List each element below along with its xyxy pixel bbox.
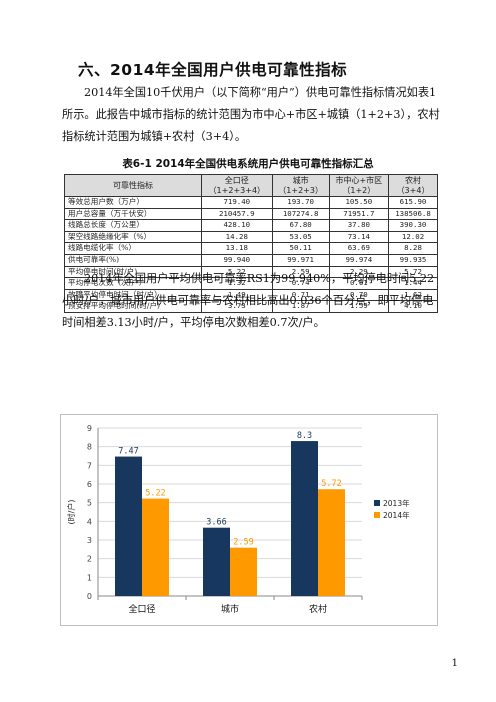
legend-label: 2014年 — [383, 510, 410, 520]
bar-series1 — [291, 441, 318, 596]
cell-value: 193.70 — [271, 196, 330, 209]
cell-value: 12.02 — [388, 230, 438, 244]
table-row: 架空线路绝缘化率（%） 14.28 53.05 73.14 12.02 — [64, 230, 438, 244]
header-city: 城市 （1+2+3） — [271, 174, 330, 197]
cell-value: 428.10 — [201, 219, 273, 232]
cell-value: 53.05 — [271, 230, 330, 244]
cell-value: 1.87 — [271, 300, 330, 313]
cell-value: 99.935 — [388, 253, 438, 267]
data-label: 5.72 — [321, 479, 341, 489]
x-tick-label: 农村 — [309, 603, 327, 615]
x-tick-label: 全口径 — [128, 603, 155, 615]
y-tick-label: 3 — [87, 536, 92, 545]
section-heading: 六、2014年全国用户供电可靠性指标 — [78, 61, 348, 79]
cell-value: 1.59 — [328, 300, 390, 313]
cell-value: 73.14 — [328, 230, 390, 244]
cell-value: 138506.8 — [388, 207, 438, 221]
bar-series1 — [203, 527, 230, 596]
y-tick-label: 6 — [87, 480, 92, 489]
summary-paragraph: 2014年全国用户平均供电可靠率RS1为99.940%，平均停电时间5.22小时… — [62, 272, 435, 329]
table-row: 线路电缆化率（%） 13.18 50.11 63.69 8.28 — [64, 242, 438, 255]
data-label: 3.66 — [206, 518, 226, 528]
cell-value: 67.80 — [271, 219, 330, 232]
cell-value: 99.974 — [328, 253, 390, 267]
cell-value: 8.28 — [388, 242, 438, 255]
cell-value: 50.11 — [271, 242, 330, 255]
row-label: 等效总用户数（万户） — [64, 196, 202, 209]
data-label: 8.3 — [297, 431, 312, 441]
row-label: 预安排平均停电时间(时/户) — [64, 300, 202, 313]
table-row: 供电可靠率(%) 99.940 99.971 99.974 99.935 — [64, 253, 438, 267]
cell-value: 105.50 — [328, 196, 390, 209]
legend-swatch — [374, 512, 380, 518]
bar-series2 — [230, 547, 257, 596]
cell-value: 71951.7 — [328, 207, 390, 221]
table-row: 预安排平均停电时间(时/户) 3.73 1.87 1.59 4.10 — [64, 300, 438, 313]
page-number: 1 — [451, 658, 458, 669]
table-row: 平均停电时间(时/户) 5.22 2.59 2.29 5.72 — [64, 265, 438, 279]
header-rural: 农村 （3+4） — [388, 174, 438, 197]
cell-value: 107274.8 — [271, 207, 330, 221]
cell-value: 210457.9 — [201, 207, 273, 221]
table-row: 线路总长度（万公里） 428.10 67.80 37.80 390.30 — [64, 219, 438, 232]
y-tick-label: 4 — [87, 517, 92, 526]
cell-value: 390.30 — [388, 219, 438, 232]
row-label: 供电可靠率(%) — [64, 253, 202, 267]
y-axis-label: (时/户) — [66, 500, 76, 525]
y-tick-label: 7 — [87, 461, 92, 470]
bar-series1 — [115, 456, 142, 596]
cell-value: 14.28 — [201, 230, 273, 244]
header-downtown: 市中心+市区 （1+2） — [328, 174, 390, 197]
x-tick-label: 城市 — [221, 603, 239, 615]
row-label: 架空线路绝缘化率（%） — [64, 230, 202, 244]
reliability-table: 可靠性指标 全口径 （1+2+3+4） 城市 （1+2+3） 市中心+市区 （1+2）… — [64, 174, 438, 313]
table-caption: 表6-1 2014年全国供电系统用户供电可靠性指标汇总 — [122, 158, 374, 170]
y-tick-label: 0 — [87, 592, 92, 601]
row-label: 线路总长度（万公里） — [64, 219, 202, 232]
table-row: 故障平均停电时间（时/户） 1.49 0.71 0.70 1.62 — [64, 288, 438, 302]
header-metric: 可靠性指标 — [64, 174, 202, 197]
bar-series2 — [142, 498, 169, 596]
y-tick-label: 1 — [87, 573, 92, 582]
data-label: 2.59 — [233, 538, 253, 548]
cell-value: 13.18 — [201, 242, 273, 255]
cell-value: 4.10 — [388, 300, 438, 313]
table-row: 用户总容量（万千伏安） 210457.9 107274.8 71951.7 13… — [64, 207, 438, 221]
legend-label: 2013年 — [383, 498, 410, 508]
outage-time-chart: 0 1 2 3 4 5 6 7 8 9 (时/户) 7.47 5.22 全口径 3.66 2.59 城市 8.3 5… — [60, 414, 438, 626]
intro-paragraph: 2014年全国10千伏用户（以下简称“用户”）供电可靠性指标情况如表1所示。此报… — [62, 86, 440, 143]
row-label: 用户总容量（万千伏安） — [64, 207, 202, 221]
cell-value: 99.940 — [201, 253, 273, 267]
y-tick-label: 5 — [87, 499, 92, 508]
data-label: 7.47 — [118, 447, 138, 457]
cell-value: 99.971 — [271, 253, 330, 267]
cell-value: 37.80 — [328, 219, 390, 232]
y-tick-label: 8 — [87, 443, 92, 452]
cell-value: 63.69 — [328, 242, 390, 255]
table-header-row: 可靠性指标 全口径 （1+2+3+4） 城市 （1+2+3） 市中心+市区 （1+2）… — [64, 174, 438, 197]
cell-value: 719.40 — [201, 196, 273, 209]
cell-value: 615.90 — [388, 196, 438, 209]
bar-series2 — [318, 489, 345, 596]
chart-svg: 0 1 2 3 4 5 6 7 8 9 (时/户) 7.47 5.22 全口径 3.66 2.59 城市 8.3 5… — [60, 414, 438, 626]
row-label: 线路电缆化率（%） — [64, 242, 202, 255]
y-tick-label: 9 — [87, 424, 92, 433]
y-tick-label: 2 — [87, 555, 92, 564]
table-row: 等效总用户数（万户） 719.40 193.70 105.50 615.90 — [64, 196, 438, 209]
legend-swatch — [374, 500, 380, 506]
header-all: 全口径 （1+2+3+4） — [201, 174, 273, 197]
data-label: 5.22 — [145, 489, 165, 499]
